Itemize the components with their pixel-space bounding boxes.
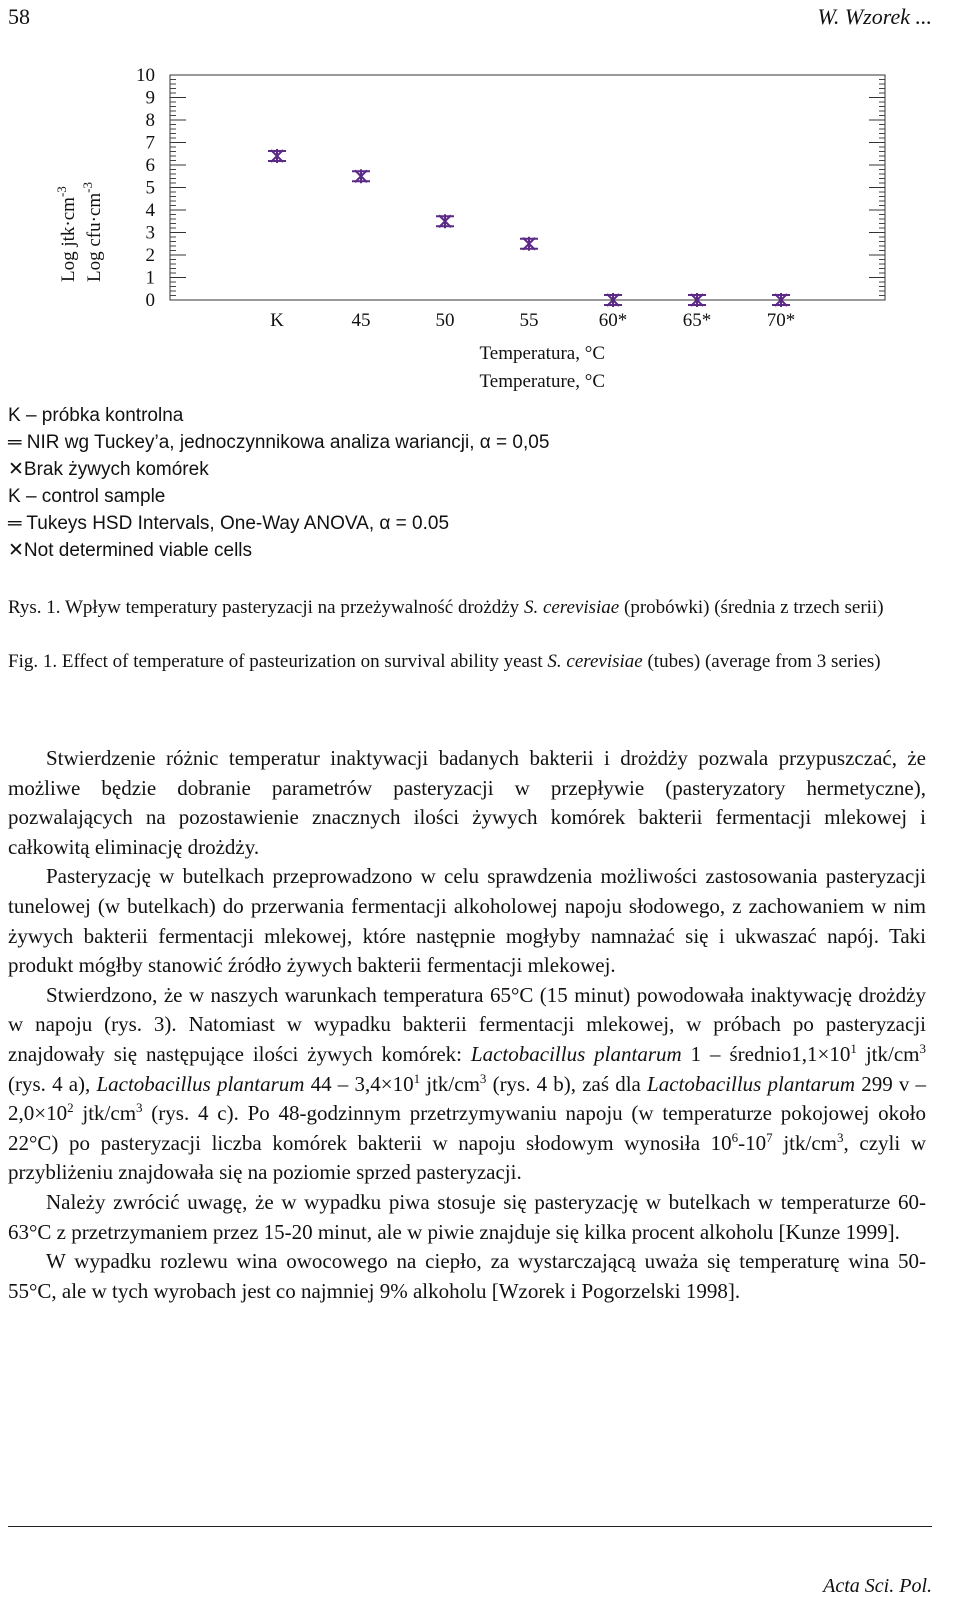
- superscript: 7: [766, 1129, 773, 1145]
- superscript: 1: [413, 1070, 421, 1086]
- y-axis-label-sup: -3: [54, 186, 69, 197]
- paragraph: Pasteryzację w butelkach przeprowadzono …: [8, 862, 926, 980]
- text-run: -10: [738, 1130, 767, 1155]
- page-number: 58: [8, 4, 30, 29]
- paragraph: Stwierdzono, że w naszych warunkach temp…: [8, 981, 926, 1188]
- x-tick-label: 70*: [767, 310, 796, 331]
- text-run: (rys. 4 a),: [8, 1071, 97, 1096]
- legend-entry: ✕Not determined viable cells: [8, 540, 253, 561]
- y-tick-label: 10: [136, 65, 155, 86]
- y-axis-label-text: Log jtk·cm: [58, 197, 79, 282]
- text-run: jtk/cm: [772, 1130, 837, 1155]
- text-run: 1 – średnio1,1×10: [681, 1041, 851, 1066]
- data-point: [604, 293, 622, 307]
- text-run: Stwierdzenie różnic temperatur inaktywac…: [8, 746, 926, 859]
- text-run: jtk/cm: [73, 1101, 137, 1126]
- legend-entry: ═ NIR wg Tuckey’a, jednoczynnikowa anali…: [8, 432, 550, 453]
- legend: K – próbka kontrolna ═ NIR wg Tuckey’a, j…: [8, 402, 549, 564]
- data-point: [520, 236, 538, 251]
- legend-entry: K – próbka kontrolna: [8, 405, 184, 426]
- data-point: [436, 214, 454, 229]
- footer-rule: [8, 1526, 932, 1527]
- superscript: 6: [731, 1129, 739, 1145]
- legend-entry: K – control sample: [8, 486, 166, 507]
- text-run: jtk/cm: [856, 1041, 920, 1066]
- superscript: 2: [67, 1100, 74, 1116]
- paragraph: W wypadku rozlewu wina owocowego na ciep…: [8, 1247, 926, 1306]
- y-tick-label: 5: [146, 178, 156, 199]
- data-point: [688, 293, 706, 307]
- x-tick-label: 55: [520, 310, 539, 331]
- paragraph: Stwierdzenie różnic temperatur inaktywac…: [8, 744, 926, 862]
- superscript: 3: [919, 1040, 926, 1056]
- y-tick-label: 8: [146, 110, 156, 131]
- x-tick-label: 60*: [599, 310, 628, 331]
- text-run: Stwierdzono, że w naszych warunkach temp…: [8, 982, 926, 1066]
- italic-run: S. cerevisiae: [547, 651, 643, 672]
- journal-name: Acta Sci. Pol.: [823, 1575, 932, 1597]
- x-axis-label: Temperature, °C: [480, 371, 606, 392]
- plot-frame: [169, 74, 886, 301]
- text-run: (tubes) (average from 3 series): [642, 651, 881, 672]
- legend-entry: ═ Tukeys HSD Intervals, One-Way ANOVA, α…: [8, 513, 450, 534]
- italic-run: Lactobacillus plantarum: [96, 1071, 305, 1096]
- running-title: W. Wzorek ...: [817, 4, 932, 29]
- x-tick-label: 45: [352, 310, 371, 331]
- italic-run: S. cerevisiae: [523, 597, 620, 618]
- data-point: [352, 169, 370, 184]
- text-run: , czyli w przybliżeniu znajdowała się na…: [8, 1130, 926, 1185]
- y-axis-label: Log jtk·cm-3: [54, 186, 79, 282]
- y-tick-label: 2: [146, 245, 156, 266]
- y-axis-label-text: Log cfu·cm: [84, 193, 105, 282]
- paragraph: Należy zwrócić uwagę, że w wypadku piwa …: [8, 1188, 926, 1247]
- text-run: Pasteryzację w butelkach przeprowadzono …: [8, 864, 926, 978]
- text-run: W wypadku rozlewu wina owocowego na ciep…: [8, 1249, 926, 1303]
- x-axis-label: Temperatura, °C: [480, 343, 606, 364]
- superscript: 1: [850, 1040, 857, 1056]
- text-run: (probówki) (średnia z trzech serii): [619, 597, 884, 618]
- text-run: jtk/cm: [420, 1071, 480, 1096]
- text-run: (rys. 4 b), zaś dla: [486, 1071, 648, 1096]
- x-tick-label: 50: [436, 310, 455, 331]
- figure-caption: Fig. 1. Effect of temperature of pasteur…: [8, 648, 926, 675]
- text-run: Należy zwrócić uwagę, że w wypadku piwa …: [8, 1189, 926, 1244]
- text-run: 44 – 3,4×10: [304, 1071, 414, 1096]
- y-tick-label: 1: [146, 268, 156, 289]
- superscript: 3: [136, 1100, 143, 1116]
- text-run: Rys. 1. Wpływ temperatury pasteryzacji n…: [8, 597, 524, 618]
- body-text: Stwierdzenie różnic temperatur inaktywac…: [8, 744, 926, 1306]
- y-tick-label: 4: [146, 200, 156, 221]
- superscript: 3: [836, 1129, 844, 1145]
- italic-run: Lactobacillus plantarum: [470, 1041, 682, 1066]
- text-run: Fig. 1. Effect of temperature of pasteur…: [8, 651, 548, 672]
- data-point: [772, 293, 790, 307]
- x-tick-label: K: [270, 310, 284, 331]
- text-run: (rys. 4 c). Po 48-godzinnym przetrzymywa…: [8, 1101, 926, 1155]
- y-tick-label: 7: [146, 133, 156, 154]
- y-tick-label: 6: [146, 155, 156, 176]
- legend-entry: ✕Brak żywych komórek: [8, 459, 209, 480]
- y-axis-label: Log cfu·cm-3: [80, 182, 105, 282]
- superscript: 3: [479, 1070, 487, 1086]
- data-point: [268, 149, 286, 163]
- italic-run: Lactobacillus plantarum: [647, 1071, 856, 1096]
- y-tick-label: 3: [146, 223, 156, 244]
- x-tick-label: 65*: [683, 310, 712, 331]
- y-tick-label: 0: [146, 290, 156, 311]
- figure-caption: Rys. 1. Wpływ temperatury pasteryzacji n…: [8, 594, 926, 621]
- y-tick-label: 9: [146, 88, 156, 109]
- y-axis-label-sup: -3: [80, 182, 95, 193]
- text-run: 299 v – 2,0×10: [8, 1071, 927, 1126]
